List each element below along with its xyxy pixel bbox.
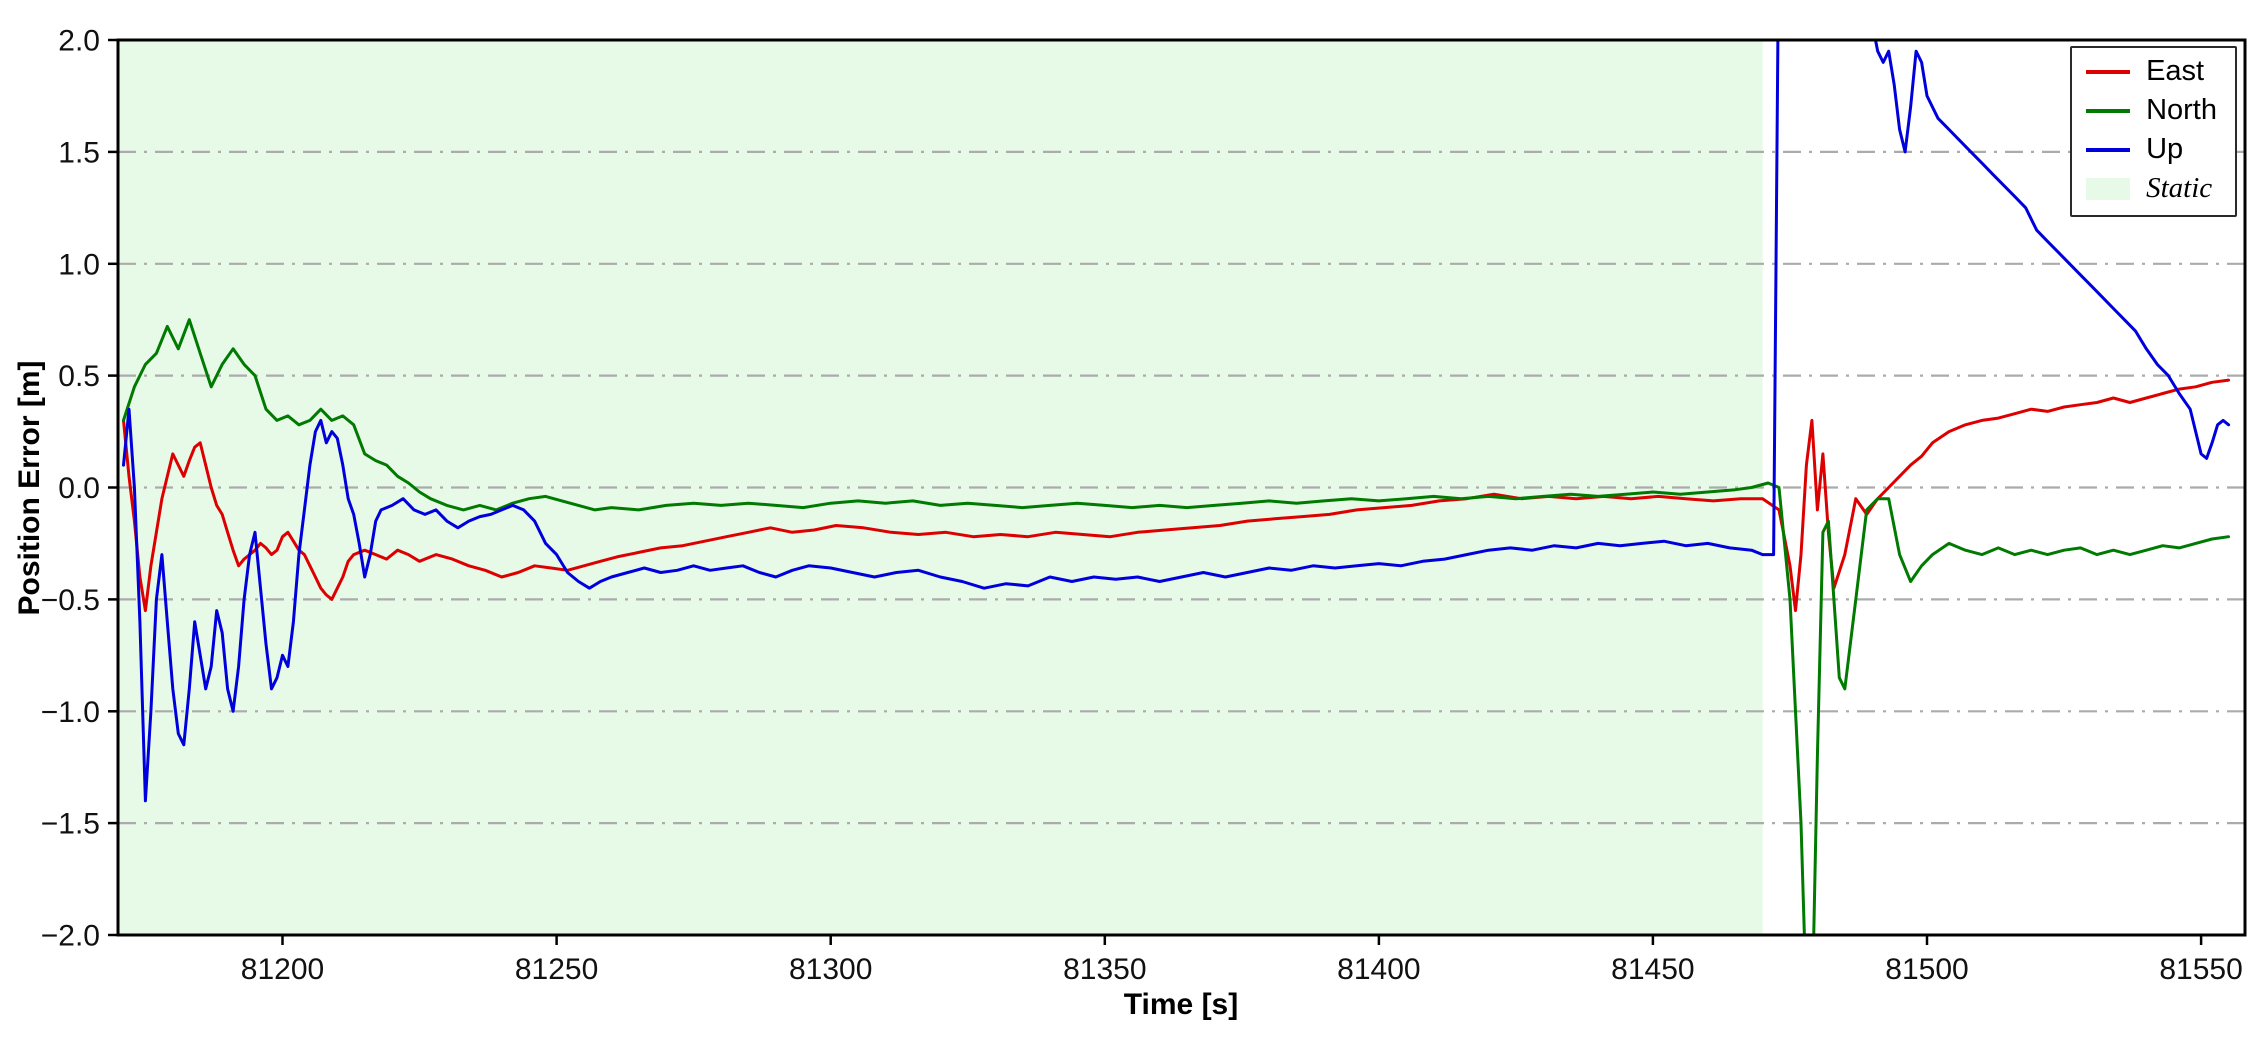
static-patch-swatch	[2086, 177, 2131, 200]
y-axis-label: Position Error [m]	[13, 360, 46, 616]
svg-text:81500: 81500	[1885, 953, 1968, 986]
svg-text:−2.0: −2.0	[41, 920, 100, 953]
legend-label-static: Static	[2146, 171, 2213, 204]
up-line-swatch	[2086, 147, 2131, 152]
svg-text:81350: 81350	[1063, 953, 1146, 986]
x-axis-label: Time [s]	[1123, 988, 1239, 1021]
svg-text:0.0: 0.0	[58, 472, 100, 505]
legend-label-east: East	[2146, 55, 2205, 87]
legend-item-north: North	[2086, 93, 2217, 127]
svg-text:−1.5: −1.5	[41, 808, 100, 841]
svg-text:−1.0: −1.0	[41, 696, 100, 729]
legend-label-up: Up	[2146, 132, 2184, 165]
legend-item-up: Up	[2086, 132, 2217, 166]
svg-text:81300: 81300	[789, 953, 872, 986]
svg-text:1.5: 1.5	[58, 136, 100, 169]
svg-text:81550: 81550	[2159, 953, 2242, 986]
svg-text:81400: 81400	[1337, 953, 1420, 986]
legend-item-static: Static	[2086, 171, 2217, 205]
svg-text:81250: 81250	[515, 953, 598, 986]
north-line-swatch	[2086, 108, 2131, 113]
legend-label-north: North	[2146, 93, 2217, 126]
legend-item-east: East	[2086, 55, 2217, 88]
svg-text:1.0: 1.0	[58, 248, 100, 281]
legend: East North Up Static	[2070, 46, 2237, 217]
svg-text:−0.5: −0.5	[41, 584, 100, 617]
svg-text:0.5: 0.5	[58, 360, 100, 393]
svg-text:2.0: 2.0	[58, 25, 100, 58]
east-line-swatch	[2086, 69, 2131, 74]
svg-text:81450: 81450	[1611, 953, 1694, 986]
svg-text:81200: 81200	[241, 953, 324, 986]
